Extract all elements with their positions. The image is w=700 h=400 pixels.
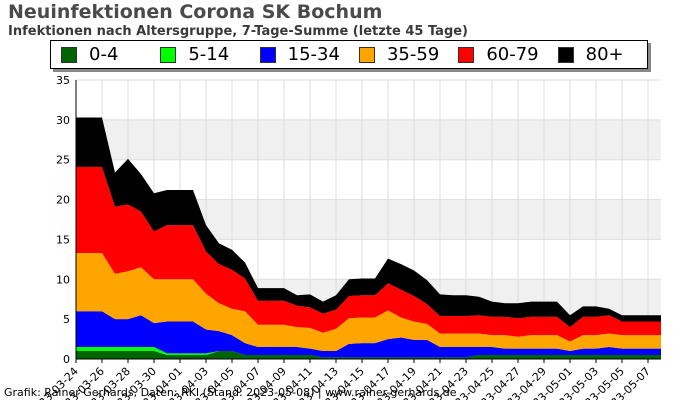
legend-swatch	[259, 46, 276, 63]
y-tick-label: 15	[56, 233, 70, 246]
y-tick-label: 10	[56, 273, 70, 286]
area-0-4	[76, 351, 661, 359]
grid-band	[76, 80, 661, 120]
area-80+	[76, 117, 661, 328]
legend-label: 15-34	[287, 44, 340, 65]
y-tick-label: 25	[56, 154, 70, 167]
area-35-59	[76, 253, 661, 351]
chart-subtitle: Infektionen nach Altersgruppe, 7-Tage-Su…	[8, 24, 469, 39]
legend-item: 80+	[548, 44, 647, 65]
area-60-79	[76, 166, 661, 342]
area-5-14	[76, 347, 661, 358]
legend-item: 35-59	[349, 44, 448, 65]
y-tick-label: 35	[56, 74, 70, 87]
legend: 0-4 5-14 15-34 35-59 60-79 80+	[50, 40, 648, 69]
legend-label: 5-14	[188, 44, 230, 65]
y-tick-label: 5	[63, 313, 70, 326]
legend-item: 15-34	[250, 44, 349, 65]
legend-swatch	[557, 46, 574, 63]
chart-title: Neuinfektionen Corona SK Bochum	[8, 1, 383, 23]
area-15-34	[76, 311, 661, 358]
y-tick-label: 0	[63, 353, 70, 366]
legend-swatch	[61, 46, 77, 63]
legend-item: 5-14	[150, 44, 249, 65]
legend-swatch	[160, 46, 177, 63]
y-tick-label: 30	[56, 114, 70, 127]
legend-label: 0-4	[89, 44, 119, 65]
y-tick-label: 20	[56, 194, 70, 207]
legend-label: 60-79	[486, 44, 539, 65]
legend-swatch	[458, 46, 475, 63]
credit-text: Grafik: Rainer Gerhards, Daten: RKI (Sta…	[4, 386, 457, 399]
legend-swatch	[358, 46, 375, 63]
legend-label: 35-59	[386, 44, 440, 65]
legend-item: 0-4	[51, 44, 150, 65]
legend-label: 80+	[585, 44, 624, 65]
legend-item: 60-79	[448, 44, 547, 65]
grid-band	[76, 119, 661, 160]
